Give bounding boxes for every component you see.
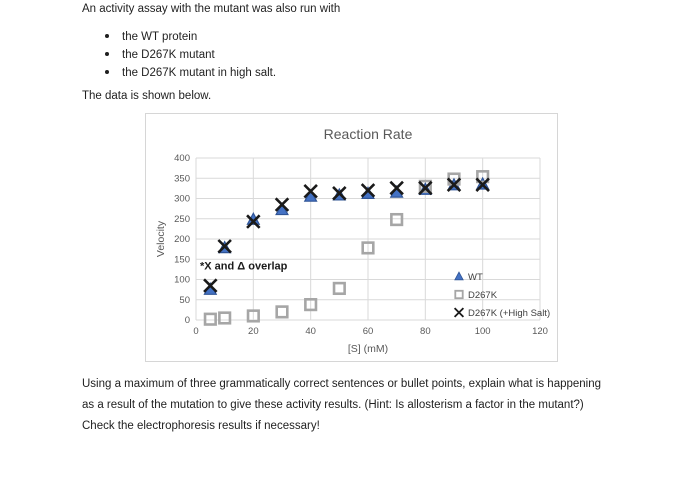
y-tick-label: 350 [174, 173, 190, 184]
x-marker [217, 239, 232, 254]
series-d267k-high-salt- [203, 177, 490, 293]
legend-label: D267K [468, 290, 498, 301]
square-marker [332, 281, 346, 296]
x-marker [274, 197, 290, 212]
bullet-text: the WT protein [122, 31, 198, 43]
y-tick-label: 300 [174, 194, 190, 205]
y-tick-label: 0 [185, 315, 190, 326]
x-marker [246, 214, 261, 229]
square-marker [390, 212, 404, 227]
square-marker [275, 305, 289, 319]
question-line: Using a maximum of three grammatically c… [82, 378, 602, 390]
question-text: Using a maximum of three grammatically c… [82, 374, 601, 437]
series-wt [203, 176, 490, 295]
data-note: The data is shown below. [82, 90, 212, 102]
reaction-rate-chart-svg: 0 20 40 60 80 100 120 0 50 100 150 200 250 300 350 400 R… [155, 126, 550, 355]
bullet-text: the D267K mutant [122, 49, 215, 61]
x-tick-label: 60 [363, 326, 374, 337]
chart-title: Reaction Rate [324, 126, 413, 142]
y-tick-label: 400 [174, 153, 190, 164]
square-marker [218, 311, 232, 325]
y-tick-label: 100 [174, 275, 190, 286]
bullet-icon [105, 33, 109, 38]
overlap-annotation: *X and Δ overlap [200, 260, 288, 272]
bullet-icon [105, 51, 109, 56]
x-marker [360, 183, 376, 198]
square-marker [304, 298, 318, 312]
y-tick-label: 150 [174, 254, 190, 265]
square-marker [203, 312, 217, 326]
legend-label: WT [468, 272, 483, 283]
question-line: Check the electrophoresis results if nec… [82, 420, 320, 432]
square-marker [361, 241, 375, 255]
legend-item: WT [454, 271, 483, 283]
x-marker [446, 177, 462, 192]
x-tick-label: 120 [532, 326, 548, 337]
legend-item: D267K [454, 289, 498, 301]
x-tick-label: 40 [305, 326, 316, 337]
x-tick-label: 0 [193, 326, 198, 337]
y-tick-label: 250 [174, 214, 190, 225]
legend-label: D267K (+High Salt) [468, 308, 550, 319]
y-tick-label: 200 [174, 234, 190, 245]
x-marker [389, 180, 404, 196]
square-marker [476, 170, 490, 184]
list-item: the WT protein [105, 28, 276, 46]
series-d267k [203, 170, 490, 326]
y-tick-label: 50 [179, 295, 190, 306]
x-marker [332, 186, 347, 201]
square-marker [418, 179, 432, 193]
x-marker [303, 183, 318, 199]
bullet-icon [105, 69, 109, 74]
x-marker [203, 278, 218, 293]
square-marker [454, 289, 464, 300]
bullet-text: the D267K mutant in high salt. [122, 67, 277, 79]
x-tick-label: 80 [420, 326, 431, 337]
x-marker [475, 177, 490, 192]
intro-text: An activity assay with the mutant was al… [82, 3, 341, 15]
question-line: as a result of the mutation to give thes… [82, 399, 584, 411]
list-item: the D267K mutant [105, 46, 276, 64]
x-tick-label: 100 [475, 326, 491, 337]
x-marker [418, 180, 433, 196]
x-marker [453, 307, 465, 318]
square-marker [246, 309, 260, 323]
triangle-marker [454, 271, 464, 281]
bullet-list: the WT protein the D267K mutant the D267… [105, 28, 276, 82]
list-item: the D267K mutant in high salt. [105, 64, 276, 82]
y-axis-title: Velocity [155, 220, 167, 257]
reaction-rate-chart: 0 20 40 60 80 100 120 0 50 100 150 200 250 300 350 400 R… [145, 113, 558, 362]
x-tick-label: 20 [248, 326, 259, 337]
legend-item: D267K (+High Salt) [453, 307, 550, 319]
x-axis-title: [S] (mM) [348, 343, 388, 355]
